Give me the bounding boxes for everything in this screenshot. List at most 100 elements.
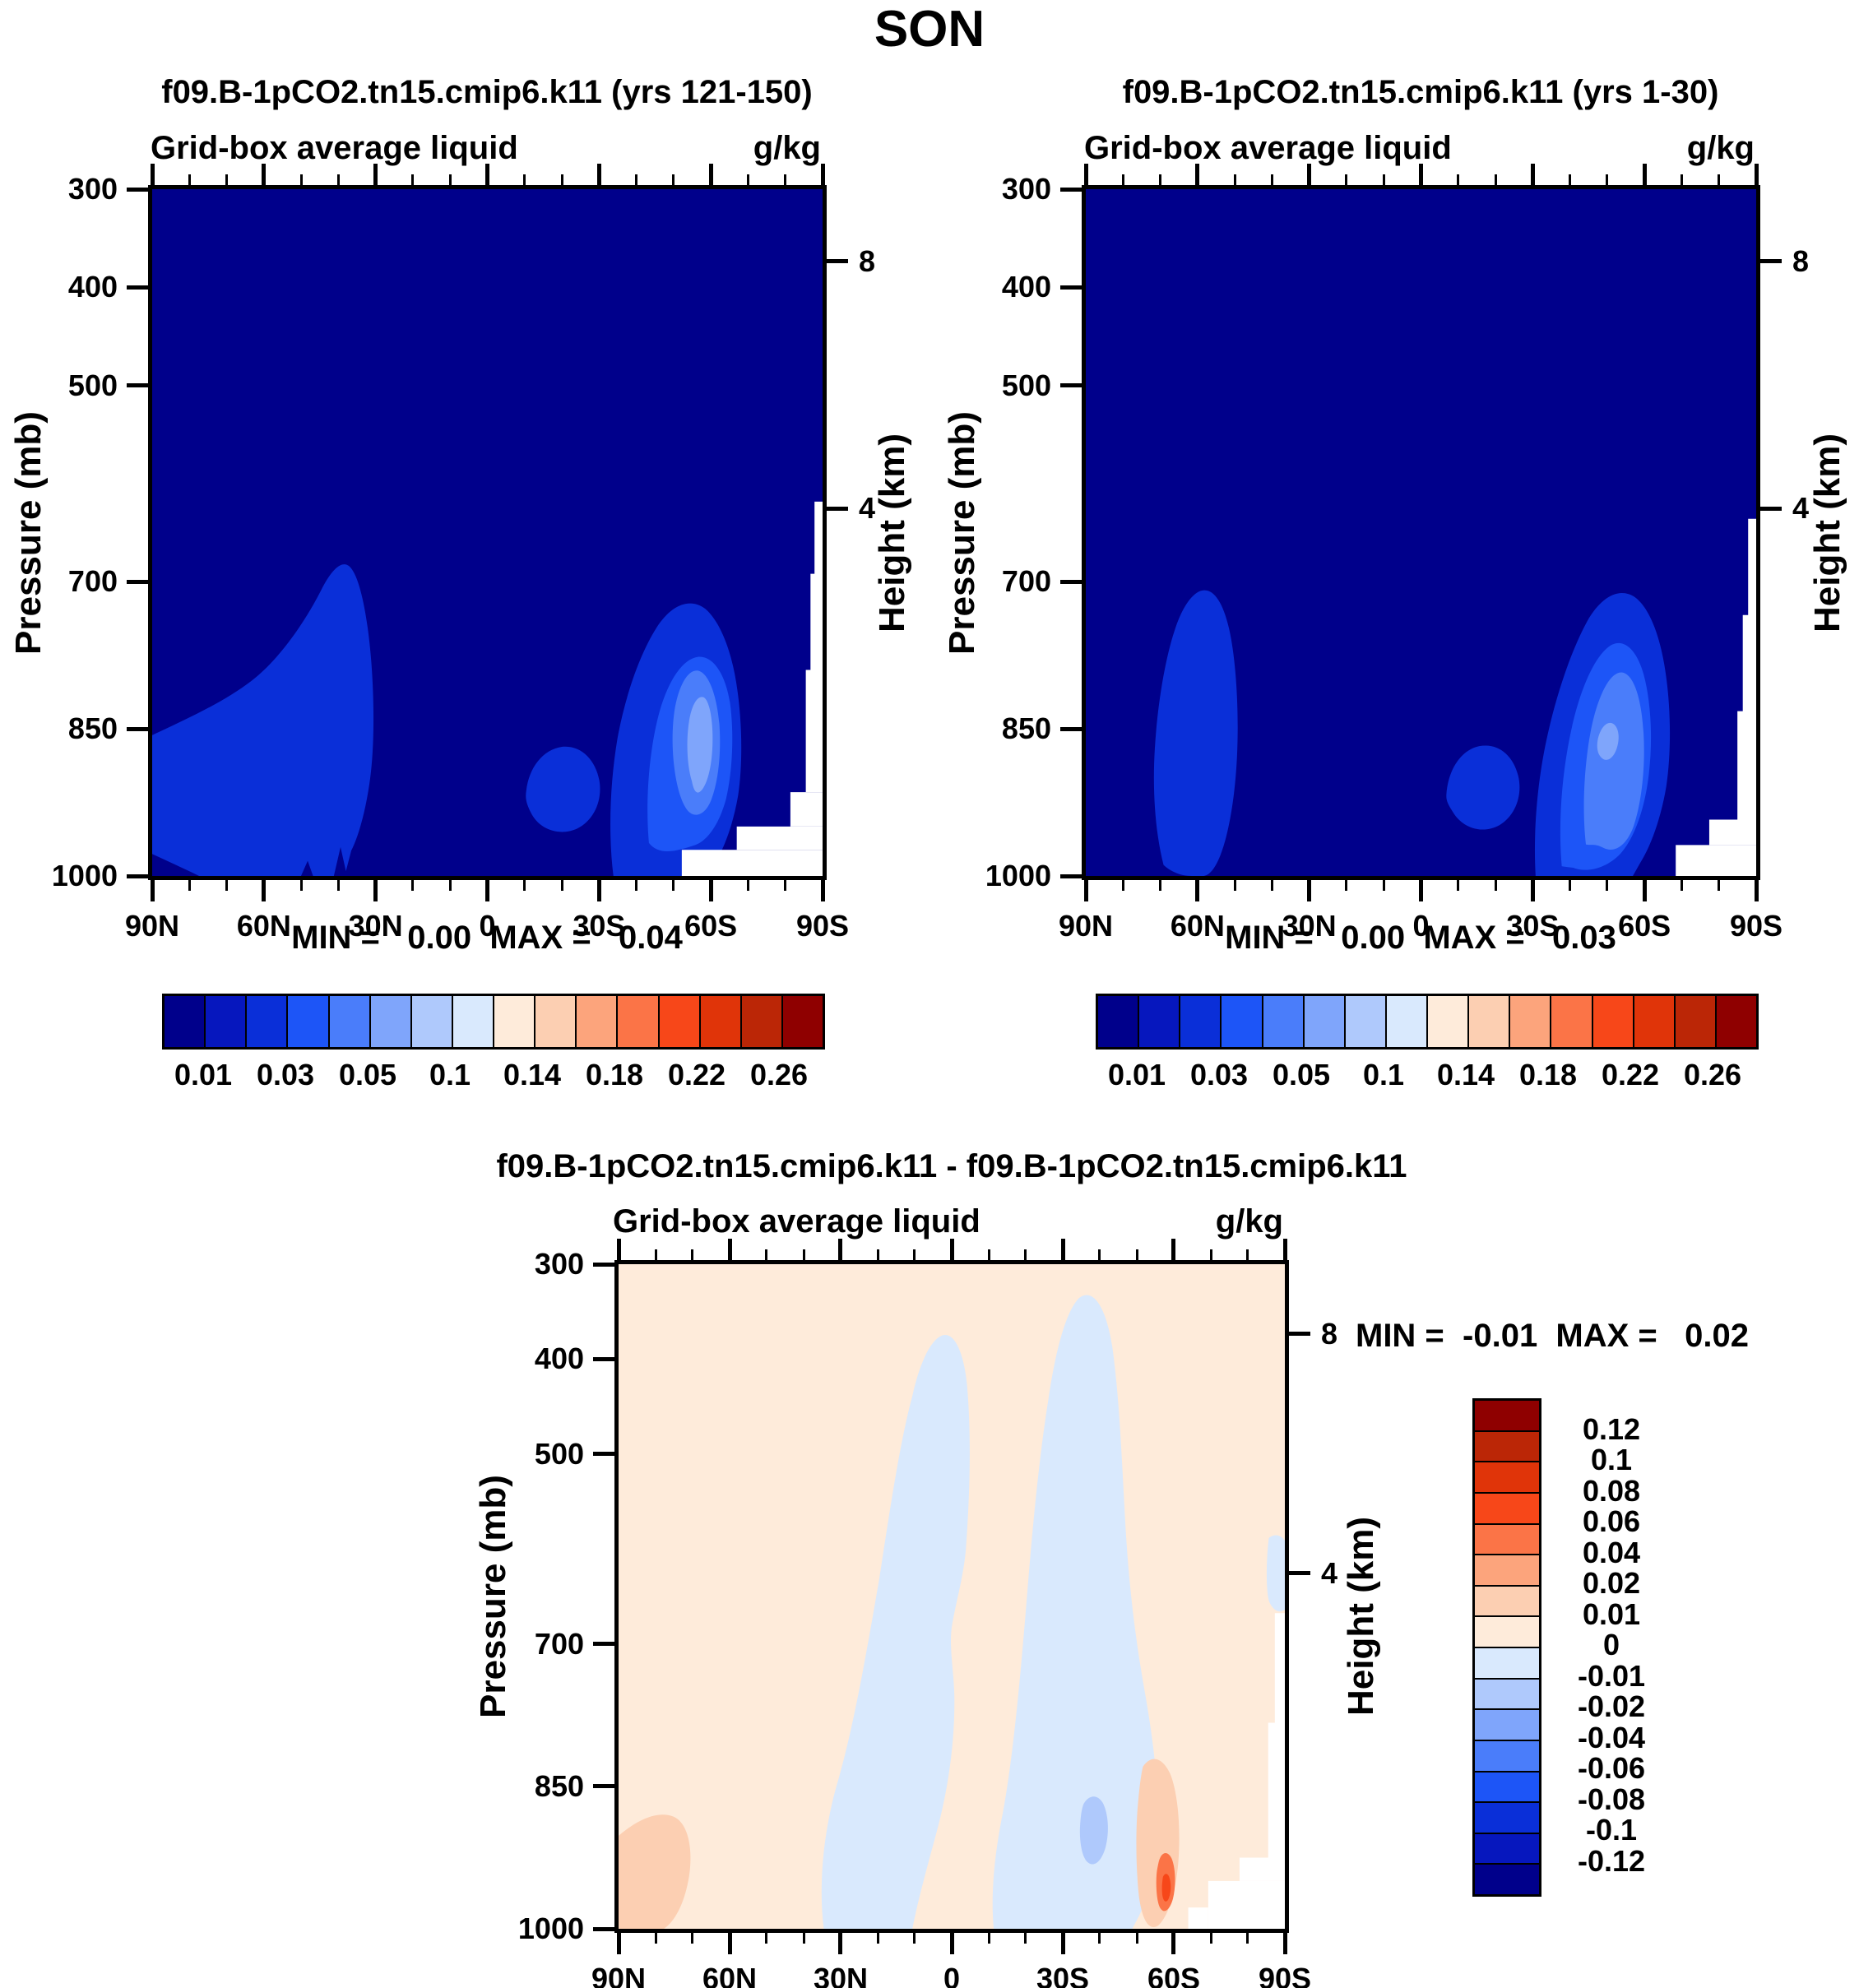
colorbar-cell [1475,1770,1539,1802]
x-major-tick [150,880,155,901]
contour-fill [1446,745,1520,830]
x-minor-tick [746,174,749,185]
x-minor-tick [1345,880,1348,891]
height-tick-label: 4 [1792,491,1810,526]
x-major-tick [838,1933,843,1954]
x-major-tick [262,880,267,901]
x-tick-label: 0 [479,909,496,943]
x-tick-label: 90S [795,909,850,943]
colorbar-cell [1475,1461,1539,1492]
x-minor-tick [448,174,452,185]
colorbar-cell [410,996,452,1047]
x-tick-label: 90N [591,1962,647,1988]
contour-fill [1274,1613,1285,1723]
x-minor-tick [411,174,415,185]
y-major-tick [127,285,148,290]
panel-subtitle: Grid-box average liquid [151,130,518,166]
y-major-tick [1060,874,1082,878]
x-tick-label: 60N [702,1962,758,1988]
colorbar-cell [493,996,535,1047]
page-title: SON [874,1,985,58]
x-minor-tick [765,1933,768,1944]
y-major-tick [1060,285,1082,290]
colorbar-label: -0.12 [1577,1843,1646,1878]
pressure-axis-title: Pressure (mb) [473,1475,513,1718]
colorbar-2 [1472,1398,1541,1897]
y-tick-label: 1000 [51,859,118,892]
y-major-tick [593,1452,614,1457]
colorbar-cell [1550,996,1592,1047]
y-tick-label: 700 [1001,564,1051,599]
minmax-label: MIN = -0.01 MAX = 0.02 [1356,1318,1749,1354]
x-major-tick [373,880,378,901]
x-minor-tick [1121,174,1124,185]
x-major-tick [1060,1239,1065,1260]
x-minor-tick [1606,880,1609,891]
x-tick-label: 30S [573,909,626,943]
x-minor-tick [1024,1249,1027,1260]
colorbar-label: 0.01 [1582,1596,1641,1631]
colorbar-cell [657,996,699,1047]
x-tick-label: 90N [1058,909,1114,943]
colorbar-cell [1475,1522,1539,1555]
pressure-axis-title: Pressure (mb) [8,411,49,655]
colorbar-cell [286,996,328,1047]
contour-fill [1737,518,1756,820]
x-minor-tick [336,880,340,891]
colorbar-cell [369,996,410,1047]
x-minor-tick [1233,880,1236,891]
x-major-tick [596,164,601,185]
plot-frame-2 [614,1260,1289,1933]
x-major-tick [1171,1239,1176,1260]
x-major-tick [1754,880,1759,901]
x-major-tick [373,164,378,185]
x-major-tick [1642,880,1647,901]
x-major-tick [1642,164,1647,185]
x-major-tick [1195,880,1200,901]
x-minor-tick [987,1249,990,1260]
colorbar-cell [1475,1739,1539,1771]
y-tick-label: 500 [1001,368,1051,402]
x-minor-tick [336,174,340,185]
x-major-tick [485,164,489,185]
x-minor-tick [635,174,638,185]
y-major-tick [593,1356,614,1361]
y-major-tick [127,187,148,192]
x-major-tick [949,1933,954,1954]
y-tick-label: 850 [67,711,118,746]
x-minor-tick [411,880,415,891]
x-minor-tick [225,174,229,185]
x-major-tick [1307,880,1312,901]
colorbar-cell [739,996,781,1047]
x-major-tick [820,164,825,185]
x-minor-tick [691,1249,694,1260]
colorbar-label: 0.01 [174,1058,233,1091]
colorbar-cell [1098,996,1138,1047]
y-tick-label: 500 [67,368,118,402]
x-tick-label: 60S [1147,1962,1200,1988]
x-major-tick [596,880,601,901]
y-tick-label: 400 [534,1342,584,1376]
x-minor-tick [1024,1933,1027,1944]
x-minor-tick [1135,1249,1138,1260]
panel-units: g/kg [1686,130,1755,166]
x-minor-tick [802,1933,805,1944]
contour-fill [1676,845,1756,876]
colorbar-label: 0.03 [1189,1058,1249,1091]
x-major-tick [820,880,825,901]
colorbar-label: 0.1 [429,1058,471,1091]
x-minor-tick [1121,880,1124,891]
x-minor-tick [913,1249,916,1260]
x-major-tick [727,1239,732,1260]
panel-subtitle: Grid-box average liquid [613,1203,980,1240]
y-tick-label: 850 [534,1768,584,1803]
y-tick-label: 700 [67,564,118,599]
y-major-tick [127,726,148,731]
colorbar-0 [162,994,825,1050]
x-tick-label: 0 [1412,909,1430,943]
panel-title-difference: f09.B-1pCO2.tn15.cmip6.k11 - f09.B-1pCO2… [496,1148,1407,1184]
x-minor-tick [225,880,229,891]
x-major-tick [616,1933,621,1954]
contour-fill [1188,1907,1208,1929]
colorbar-label: 0 [1602,1628,1620,1661]
